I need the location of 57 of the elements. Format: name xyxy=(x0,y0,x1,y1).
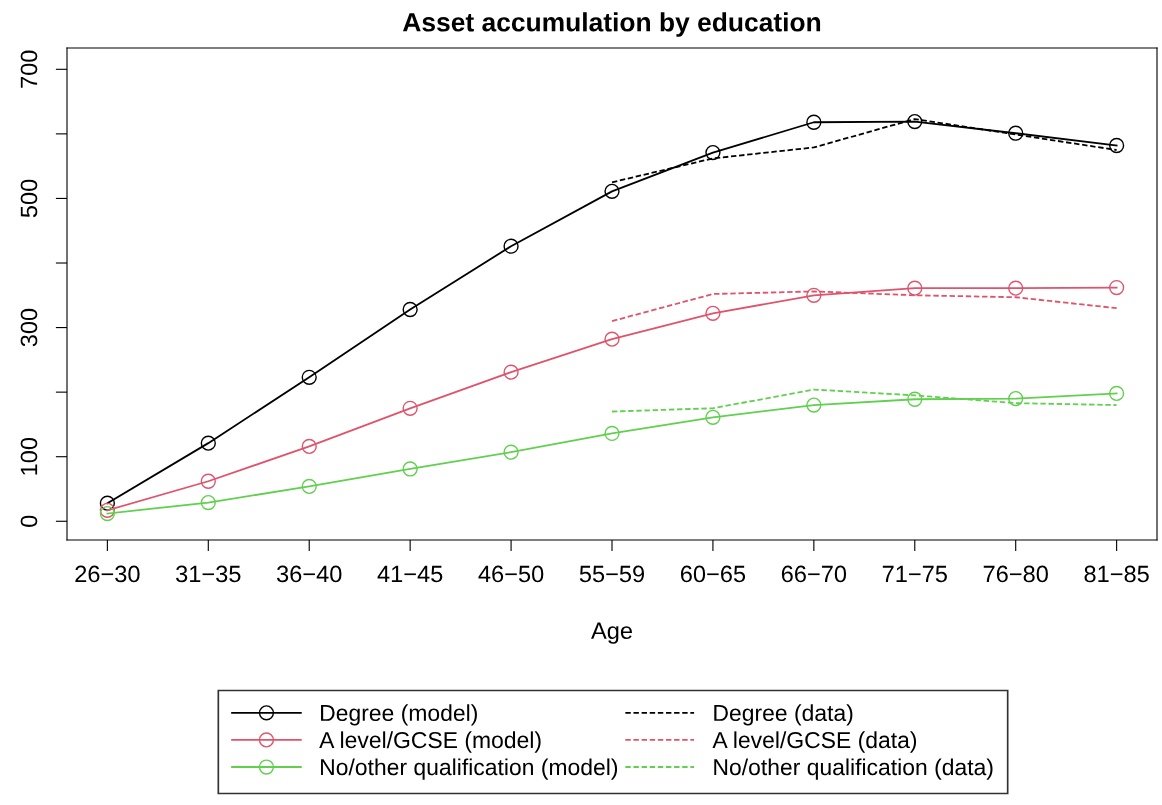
point xyxy=(705,305,721,322)
point xyxy=(301,369,317,385)
legend-label: No/other qualification (data) xyxy=(714,758,993,780)
point xyxy=(1008,280,1024,296)
point xyxy=(705,144,721,161)
point xyxy=(503,444,519,460)
y-tick-label: 500 xyxy=(20,179,38,218)
point xyxy=(200,473,216,489)
point xyxy=(1108,137,1125,154)
x-tick-label: 55−59 xyxy=(579,565,645,583)
point xyxy=(99,502,116,518)
legend-label: No/other qualification (model) xyxy=(321,758,618,780)
legend-label: Degree (data) xyxy=(714,704,853,726)
point xyxy=(806,287,822,303)
x-tick-label: 31−35 xyxy=(176,565,241,583)
x-tick-label: 71−75 xyxy=(882,565,947,583)
legend-label: A level/GCSE (data) xyxy=(712,731,917,753)
point xyxy=(99,495,116,511)
point xyxy=(301,438,317,455)
point xyxy=(200,435,216,451)
point xyxy=(604,331,620,347)
point xyxy=(402,400,418,416)
x-axis-title: Age xyxy=(591,622,632,644)
point xyxy=(1008,390,1024,407)
chart-title: Asset accumulation by education xyxy=(402,12,821,37)
x-tick-label: 76−80 xyxy=(983,565,1048,583)
y-tick-label: 0 xyxy=(20,515,38,527)
point xyxy=(99,505,116,522)
point xyxy=(705,409,721,425)
point xyxy=(1108,385,1125,402)
point xyxy=(1008,125,1024,141)
x-tick-label: 36−40 xyxy=(276,565,342,583)
point xyxy=(806,397,822,413)
x-tick-label: 41−45 xyxy=(377,565,443,583)
y-tick-label: 100 xyxy=(20,437,38,475)
point xyxy=(907,391,923,407)
point xyxy=(301,478,317,495)
x-tick-label: 26−30 xyxy=(75,565,140,583)
point xyxy=(806,114,822,130)
point xyxy=(604,183,620,199)
point xyxy=(503,238,519,254)
point xyxy=(402,461,418,477)
point xyxy=(200,494,216,511)
point xyxy=(907,113,923,130)
y-tick-label: 300 xyxy=(20,308,38,347)
point xyxy=(402,301,418,318)
point xyxy=(1108,279,1125,296)
point xyxy=(503,364,519,380)
y-tick-label: 700 xyxy=(20,50,38,88)
legend-label: Degree (model) xyxy=(321,704,477,726)
point xyxy=(907,280,923,296)
legend-label: A level/GCSE (model) xyxy=(319,731,541,753)
x-tick-label: 46−50 xyxy=(478,565,544,583)
x-tick-label: 81−85 xyxy=(1084,565,1149,583)
x-tick-label: 60−65 xyxy=(680,565,746,583)
x-tick-label: 66−70 xyxy=(781,565,847,583)
point xyxy=(604,425,620,442)
